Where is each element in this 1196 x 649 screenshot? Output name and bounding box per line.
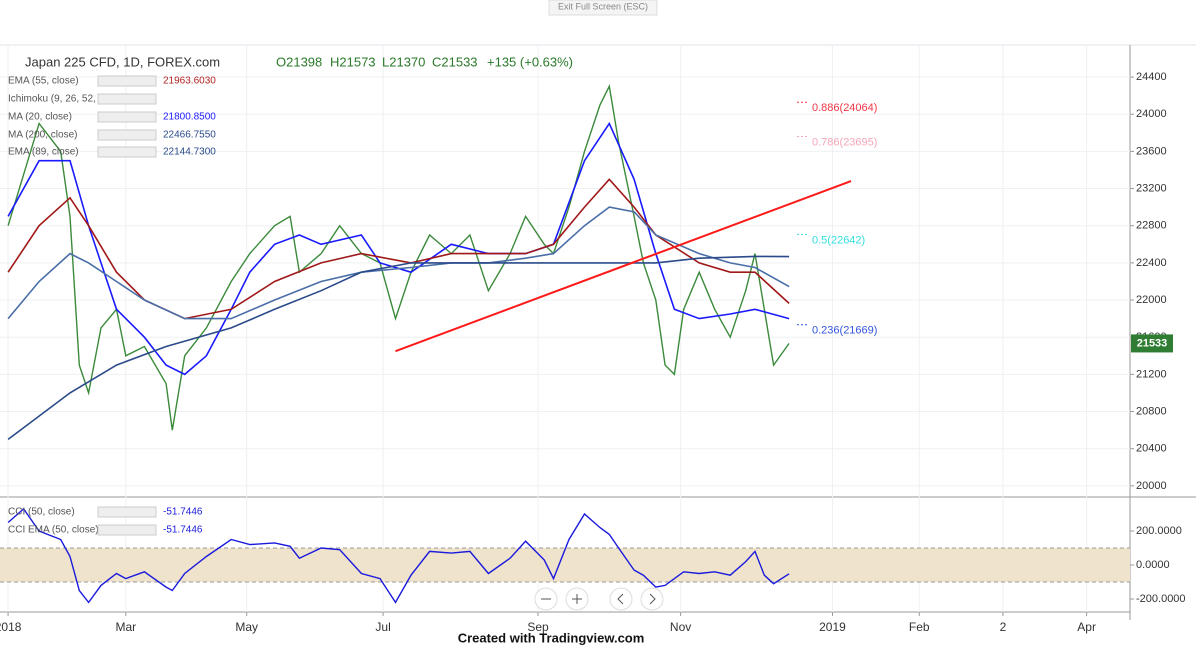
legend-controls xyxy=(97,111,157,123)
series-line xyxy=(7,255,790,441)
zoom-controls xyxy=(534,587,664,611)
legend-controls xyxy=(97,524,157,536)
y-tick-label: -200.0000 xyxy=(1136,593,1186,605)
legend-controls xyxy=(97,506,157,518)
legend-name: MA (200, close) xyxy=(8,130,77,141)
x-tick-label: Mar xyxy=(115,620,136,634)
x-tick-label: Feb xyxy=(909,620,930,634)
legend-name: MA (20, close) xyxy=(8,112,72,123)
x-tick-label: Apr xyxy=(1077,620,1096,634)
legend-value: -51.7446 xyxy=(163,525,203,536)
y-tick-label: 22800 xyxy=(1136,220,1167,232)
x-tick-label: Nov xyxy=(670,620,691,634)
symbol: Japan 225 CFD, 1D, FOREX.com xyxy=(25,54,220,69)
price-tag xyxy=(1131,334,1173,353)
x-tick-label: May xyxy=(235,620,258,634)
legend-name: EMA (89, close) xyxy=(8,147,79,158)
legend-value: 22466.7550 xyxy=(163,130,216,141)
y-tick-label: 22000 xyxy=(1136,294,1167,306)
x-tick-label: Jul xyxy=(375,620,390,634)
fib-label: 0.886(24064) xyxy=(812,102,877,114)
close: C21533 xyxy=(432,54,478,69)
y-tick-label: 20000 xyxy=(1136,480,1167,492)
low: L21370 xyxy=(382,54,425,69)
legend-name: CCI EMA (50, close) xyxy=(8,525,99,536)
icon xyxy=(572,594,582,604)
plot: 2000020400208002120021600220002240022800… xyxy=(0,45,1186,634)
cci-band xyxy=(0,547,1130,582)
y-tick-label: 20800 xyxy=(1136,405,1167,417)
fib-label: 0.5(22642) xyxy=(812,234,865,246)
legend-name: Ichimoku (9, 26, 52, 26) xyxy=(8,94,113,105)
x-tick-label: 2018 xyxy=(0,620,22,634)
legend-value: 21800.8500 xyxy=(163,112,216,123)
x-tick-label: Sep xyxy=(527,620,549,634)
open: O21398 xyxy=(276,54,322,69)
series-line xyxy=(7,84,790,431)
legend-value: -51.7446 xyxy=(163,507,203,518)
legend-name: EMA (55, close) xyxy=(8,76,79,87)
exit-button[interactable] xyxy=(548,0,658,16)
x-tick-label: 2019 xyxy=(819,620,846,634)
fib-label: 0.786(23695) xyxy=(812,136,877,148)
x-tick-label: 2 xyxy=(1000,620,1007,634)
icon xyxy=(649,593,656,605)
y-tick-label: 21200 xyxy=(1136,368,1167,380)
exit-label[interactable]: Exit Full Screen (ESC) xyxy=(558,1,648,11)
y-tick-label: 22400 xyxy=(1136,257,1167,269)
legend-controls xyxy=(97,75,157,87)
legend-name: CCI (50, close) xyxy=(8,507,75,518)
trendline xyxy=(395,180,852,353)
series-line xyxy=(7,507,790,604)
y-tick-label: 24000 xyxy=(1136,108,1167,120)
price-tag-label: 21533 xyxy=(1137,337,1168,349)
y-tick-label: 0.0000 xyxy=(1136,559,1170,571)
legend-controls xyxy=(97,146,157,158)
y-tick-label: 20400 xyxy=(1136,443,1167,455)
series-group xyxy=(7,507,790,604)
change: +135 (+0.63%) xyxy=(487,54,573,69)
y-tick-label: 23600 xyxy=(1136,145,1167,157)
legend-value: 22144.7300 xyxy=(163,147,216,158)
high: H21573 xyxy=(330,54,376,69)
series-line xyxy=(7,206,790,320)
scroll-right[interactable] xyxy=(640,587,664,611)
legend-value: 21963.6030 xyxy=(163,76,216,87)
series-line xyxy=(7,178,790,320)
series-group xyxy=(7,84,790,441)
icon xyxy=(617,593,624,605)
y-tick-label: 24400 xyxy=(1136,71,1167,83)
fib-label: 0.236(21669) xyxy=(812,325,877,337)
y-tick-label: 200.0000 xyxy=(1136,525,1182,537)
scroll-left[interactable] xyxy=(609,587,633,611)
y-tick-label: 23200 xyxy=(1136,182,1167,194)
footer: Created with Tradingview.com xyxy=(458,630,645,645)
legend-controls xyxy=(97,93,157,105)
legend-controls xyxy=(97,129,157,141)
